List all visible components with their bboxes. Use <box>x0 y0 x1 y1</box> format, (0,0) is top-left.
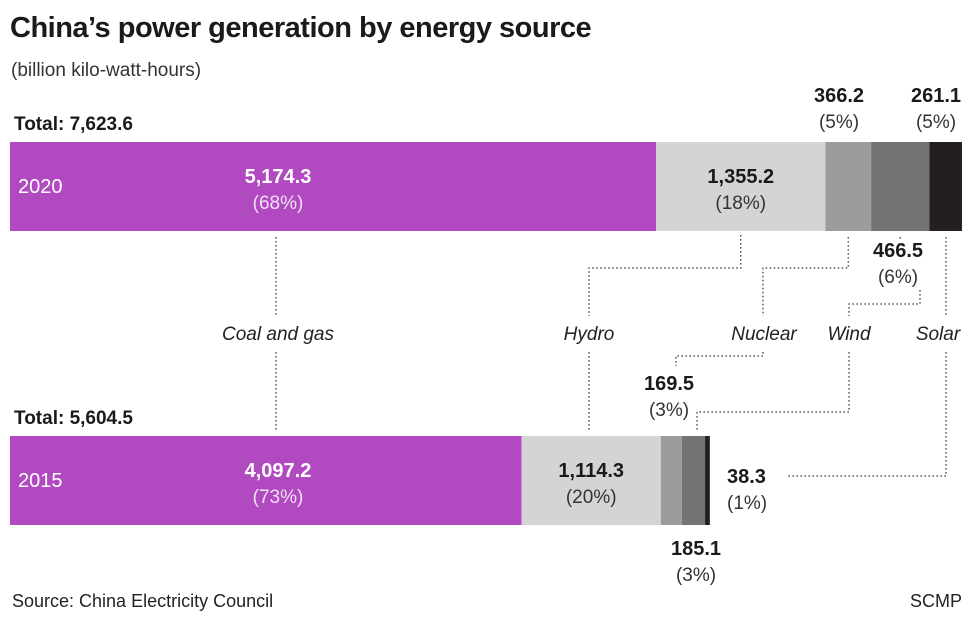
connector-wind-top <box>848 290 921 316</box>
bar-hydro-2015 <box>521 436 661 525</box>
bar-coal-and-gas-2015 <box>10 436 522 525</box>
data-label-coal-and-gas-2020: 5,174.3 <box>245 166 312 188</box>
pct-label-solar-2015: (1%) <box>727 493 767 514</box>
bar-solar-2020 <box>929 142 962 231</box>
connector-nuclear-top <box>762 237 849 316</box>
total-label-2015: Total: 5,604.5 <box>14 408 133 429</box>
total-label-2020: Total: 7,623.6 <box>14 114 133 135</box>
data-label-solar-2020: 261.1 <box>911 85 961 107</box>
pct-label-wind-2020: (6%) <box>878 267 918 288</box>
bar-wind-2020 <box>871 142 930 231</box>
bar-solar-2015 <box>705 436 710 525</box>
connector-hydro-top <box>588 235 742 316</box>
bar-wind-2015 <box>681 436 706 525</box>
connector-wind-bottom <box>696 352 850 430</box>
year-label-2015: 2015 <box>18 470 63 492</box>
pct-label-hydro-2020: (18%) <box>715 193 766 214</box>
data-label-nuclear-2020: 366.2 <box>814 85 864 107</box>
chart-subtitle: (billion kilo-watt-hours) <box>11 60 202 81</box>
data-label-solar-2015: 38.3 <box>727 466 766 488</box>
category-label-hydro: Hydro <box>564 324 615 345</box>
bar-nuclear-2015 <box>660 436 682 525</box>
data-label-wind-2015: 185.1 <box>671 538 721 560</box>
pct-label-nuclear-2020: (5%) <box>819 112 859 133</box>
source-note: Source: China Electricity Council <box>12 591 274 611</box>
category-label-solar: Solar <box>916 324 961 345</box>
credit-label: SCMP <box>909 591 962 611</box>
bar-nuclear-2020 <box>825 142 872 231</box>
bar-coal-and-gas-2020 <box>10 142 657 231</box>
data-label-hydro-2015: 1,114.3 <box>558 460 624 482</box>
pct-label-nuclear-2015: (3%) <box>649 400 689 421</box>
data-label-coal-and-gas-2015: 4,097.2 <box>245 460 312 482</box>
data-label-wind-2020: 466.5 <box>873 240 923 262</box>
pct-label-coal-and-gas-2020: (68%) <box>253 193 304 214</box>
pct-label-hydro-2015: (20%) <box>566 487 617 508</box>
pct-label-coal-and-gas-2015: (73%) <box>253 487 304 508</box>
pct-label-solar-2020: (5%) <box>916 112 956 133</box>
connector-solar-bottom <box>788 352 947 477</box>
category-label-nuclear: Nuclear <box>731 324 797 345</box>
pct-label-wind-2015: (3%) <box>676 565 716 586</box>
bar-hydro-2020 <box>656 142 826 231</box>
year-label-2020: 2020 <box>18 176 63 198</box>
chart-title: China’s power generation by energy sourc… <box>10 12 592 44</box>
connector-nuclear-bottom <box>675 352 764 366</box>
category-label-coal-and-gas: Coal and gas <box>222 324 334 345</box>
data-label-hydro-2020: 1,355.2 <box>707 166 774 188</box>
category-label-wind: Wind <box>827 324 872 345</box>
data-label-nuclear-2015: 169.5 <box>644 373 694 395</box>
